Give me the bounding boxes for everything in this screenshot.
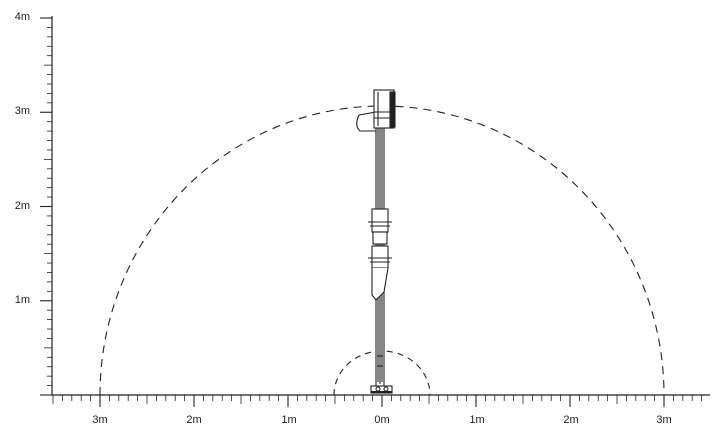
x-tick-label-right-2m: 2m xyxy=(563,414,578,426)
mast-upper-clamp xyxy=(368,208,392,245)
y-tick-label-2m: 2m xyxy=(15,200,30,212)
x-tick-label-left-1m: 1m xyxy=(281,414,296,426)
y-tick-label-4m: 4m xyxy=(15,11,30,23)
x-tick-label-left-3m: 3m xyxy=(92,414,107,426)
x-tick-label-right-3m: 3m xyxy=(656,414,671,426)
y-tick-label-3m: 3m xyxy=(15,105,30,117)
y-tick-label-1m: 1m xyxy=(15,294,30,306)
inner-reach-arc xyxy=(333,350,431,396)
x-tick-label-right-1m: 1m xyxy=(469,414,484,426)
x-axis: 3m 2m 1m 0m 1m 2m 3m xyxy=(52,394,710,426)
x-tick-label-left-2m: 2m xyxy=(186,414,201,426)
x-tick-label-0m: 0m xyxy=(374,414,389,426)
lamp-head xyxy=(356,89,396,132)
y-axis: 4m 3m 2m 1m xyxy=(15,11,53,396)
lift-mast xyxy=(356,89,396,394)
mast-lower-clamp xyxy=(368,245,392,301)
